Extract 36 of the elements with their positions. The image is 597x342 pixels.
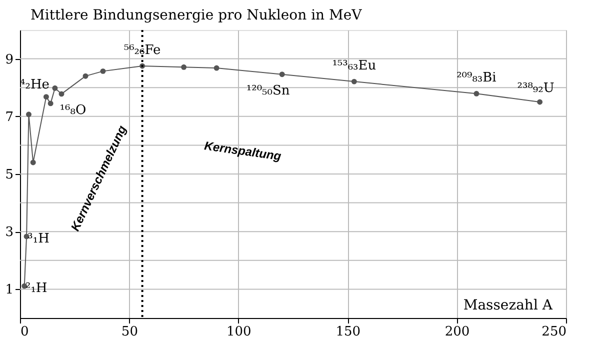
point (474, 90, 480, 96)
point (82, 73, 88, 79)
y-tick-label: 7 (5, 110, 14, 125)
x-tick-label: 50 (121, 324, 138, 340)
annotation: ¹²⁰₅₀Sn (246, 83, 290, 98)
annotation: ⁴₂He (20, 77, 50, 92)
annotation: ²⁰⁹₈₃Bi (456, 70, 496, 86)
y-tick-label: 3 (5, 225, 14, 240)
point (30, 160, 36, 166)
annotation: ¹⁶₈O (60, 103, 86, 118)
point (181, 64, 187, 70)
point (279, 72, 285, 78)
point (214, 65, 220, 71)
point (537, 99, 543, 105)
y-axis-title: Mittlere Bindungsenergie pro Nukleon in MeV (30, 8, 363, 24)
point (52, 85, 58, 91)
annotation: ¹⁵³₆₃Eu (332, 58, 376, 74)
x-tick-label: 150 (336, 324, 361, 340)
x-tick-label: 0 (20, 324, 29, 340)
annotation: ⁵⁶₂₆Fe (124, 43, 162, 58)
annotation: ³₁H (28, 231, 50, 246)
y-tick-label: 1 (5, 282, 14, 298)
point (48, 100, 54, 106)
y-tick-label: 5 (5, 168, 14, 182)
annotation: ²₁H (25, 281, 48, 296)
point (351, 78, 357, 84)
point (58, 91, 64, 97)
x-tick-label: 250 (542, 324, 566, 340)
y-tick-label: 9 (5, 52, 14, 68)
point (26, 112, 32, 118)
point (43, 94, 49, 100)
x-tick-label: 100 (226, 324, 252, 340)
x-axis-title: Massezahl A (463, 298, 554, 314)
annotation: ²³⁸₉₂U (517, 81, 554, 96)
point (100, 68, 106, 74)
x-tick-label: 200 (444, 324, 470, 340)
